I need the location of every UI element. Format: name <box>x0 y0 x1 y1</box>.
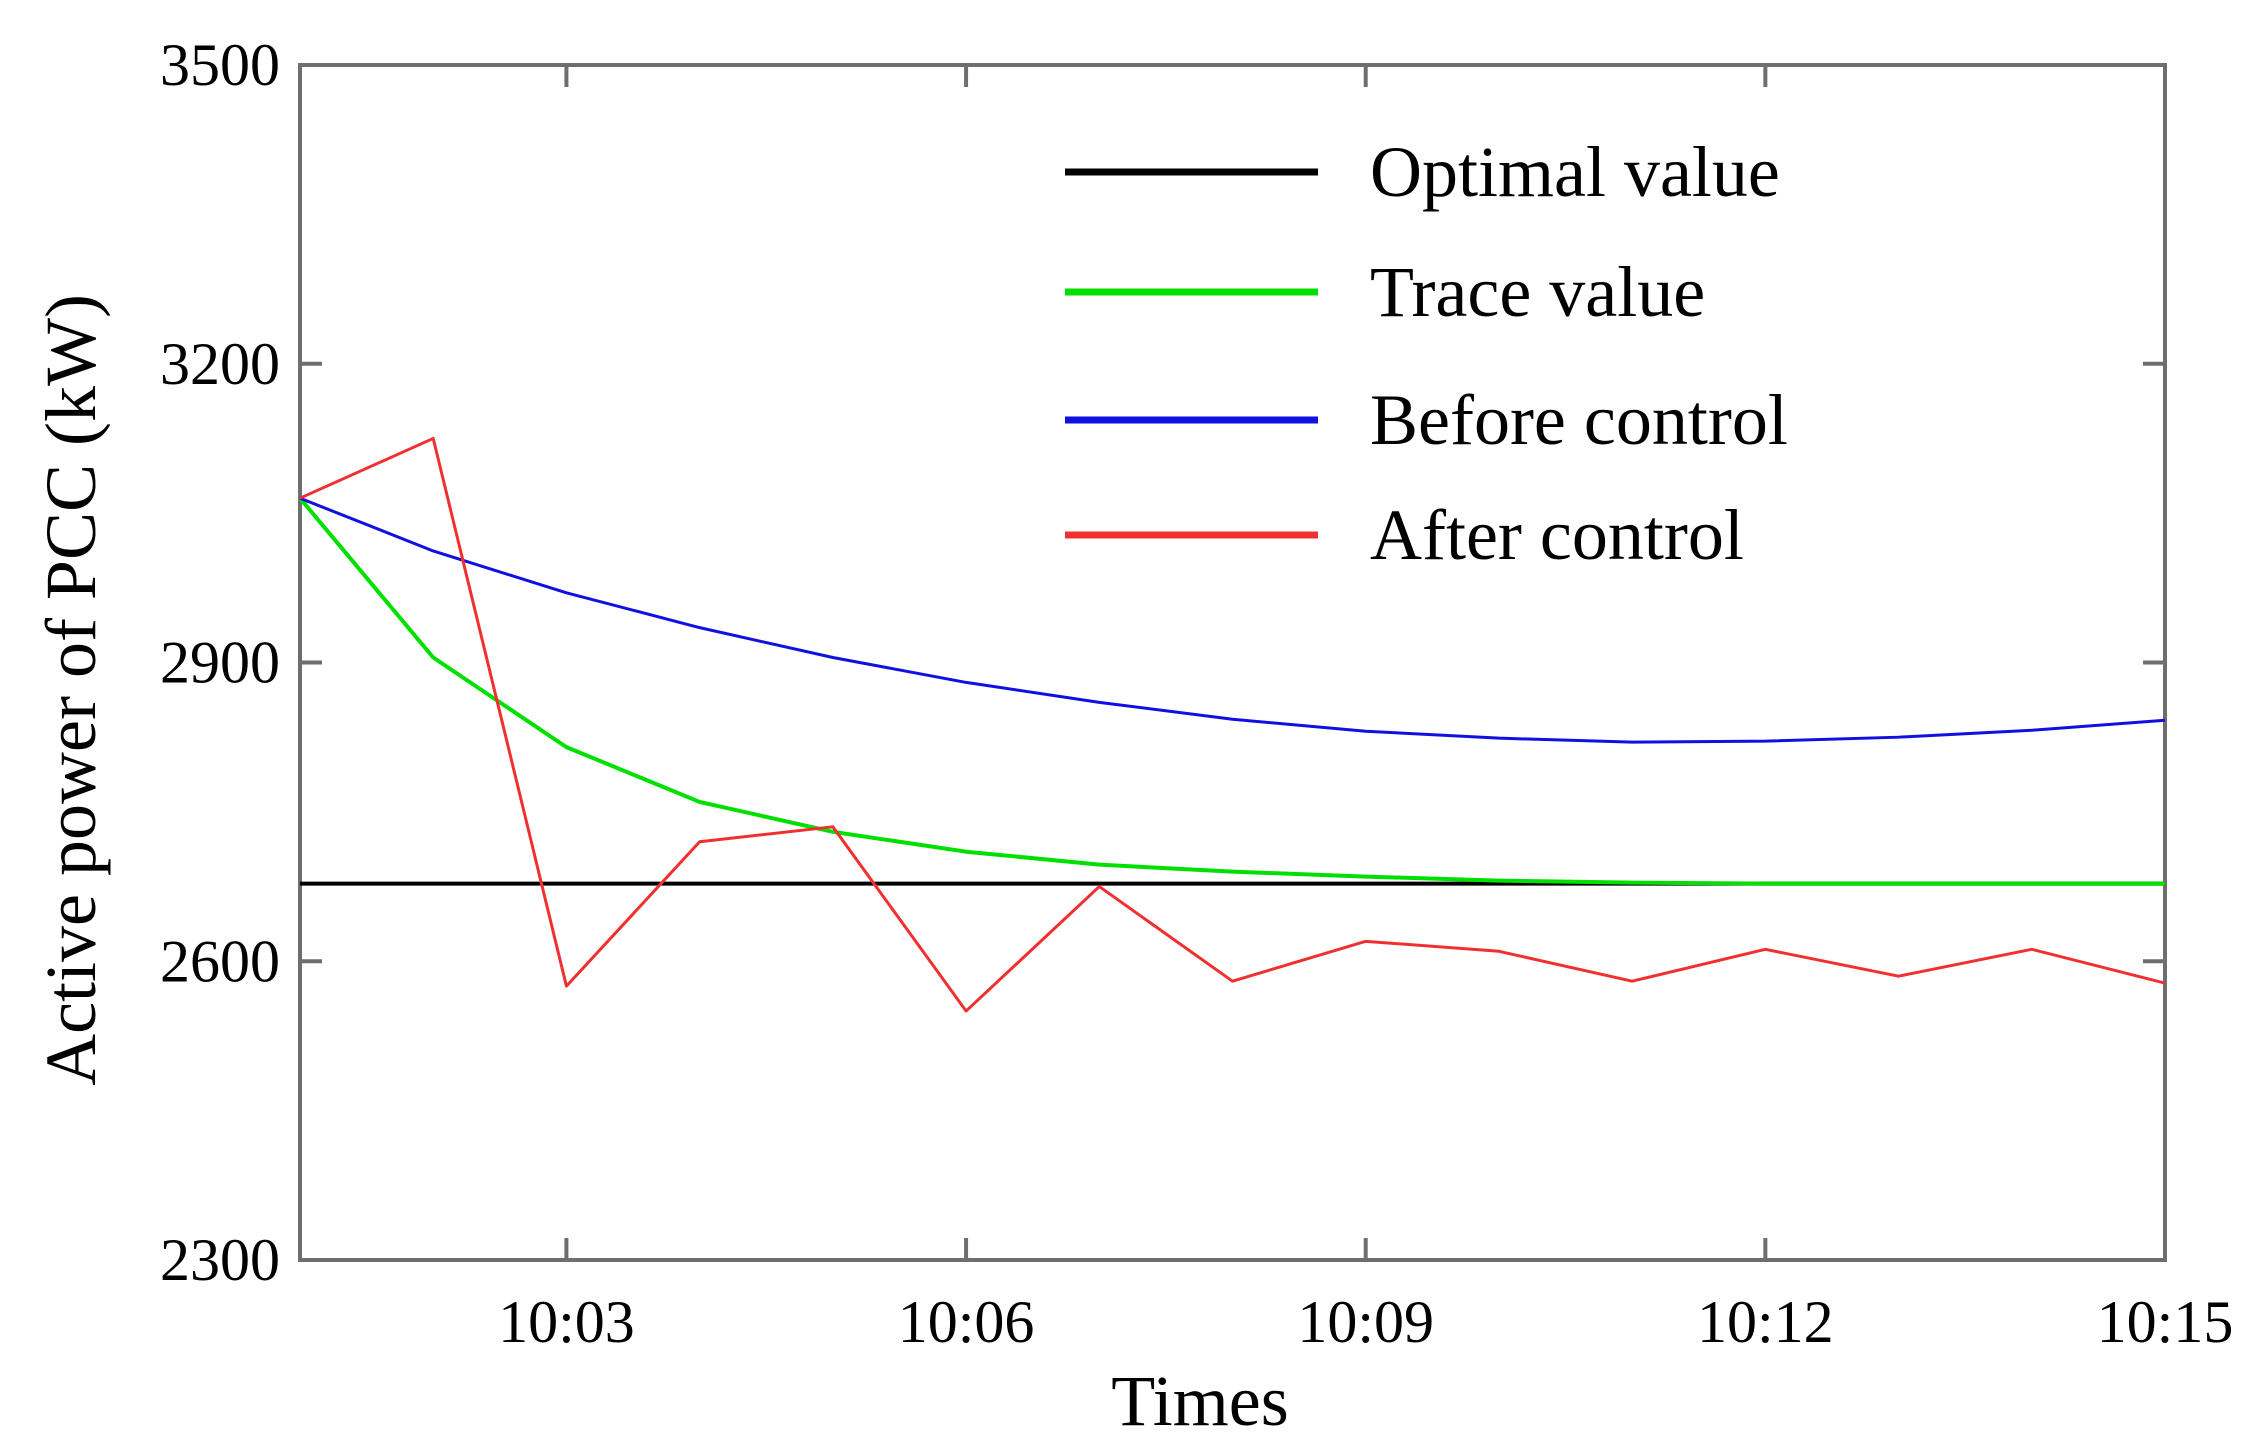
series-line-trace-value <box>298 496 2165 886</box>
series-line-after-control <box>299 436 2166 1013</box>
series-line-before-control <box>299 496 2166 744</box>
x-tick-label: 10:12 <box>1697 1289 1834 1355</box>
x-tick-label: 10:06 <box>898 1289 1035 1355</box>
x-axis: 10:03 10:06 10:09 10:12 10:15 <box>498 65 2233 1355</box>
y-tick-label: 2600 <box>160 928 280 994</box>
legend-label-after-control: After control <box>1370 495 1744 575</box>
y-tick-label: 2900 <box>160 630 280 696</box>
y-tick-label: 2300 <box>160 1227 280 1293</box>
y-tick-label: 3500 <box>160 32 280 98</box>
legend-label-trace-value: Trace value <box>1370 252 1705 332</box>
x-tick-label: 10:09 <box>1297 1289 1434 1355</box>
plot-frame <box>298 63 2167 1262</box>
y-axis: 2300 2600 2900 3200 3500 <box>160 32 2165 1293</box>
y-axis-title: Active power of PCC (kW) <box>31 294 111 1086</box>
legend: Optimal value Trace value Before control Af… <box>1065 132 1788 575</box>
y-tick-label: 3200 <box>160 331 280 397</box>
legend-label-before-control: Before control <box>1370 380 1788 460</box>
x-tick-label: 10:03 <box>498 1289 635 1355</box>
x-axis-title: Times <box>1111 1361 1288 1441</box>
legend-label-optimal-value: Optimal value <box>1370 132 1780 212</box>
x-tick-label: 10:15 <box>2097 1289 2234 1355</box>
series-lines <box>298 436 2166 1013</box>
